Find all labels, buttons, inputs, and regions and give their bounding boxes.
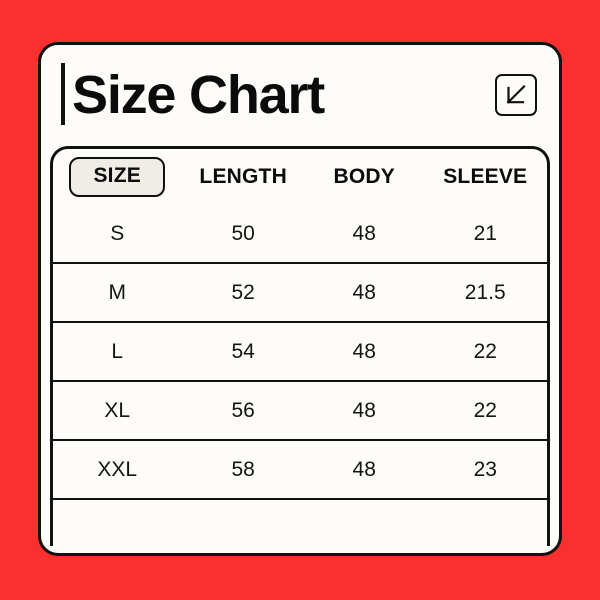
cell-sleeve: 22: [423, 380, 547, 440]
cell-sleeve: 23: [423, 439, 547, 500]
cell-size: XXL: [53, 439, 182, 500]
cell-sleeve: 21.5: [423, 262, 547, 322]
cell-length: 58: [181, 439, 305, 500]
cell-body: 48: [304, 262, 424, 322]
table-row: M 52 48 21.5: [53, 262, 547, 322]
page-title: Size Chart: [72, 65, 325, 125]
table-row: XXL 58 48 23: [53, 439, 547, 500]
cell-body: 48: [304, 439, 424, 500]
size-column-pill: SIZE: [69, 157, 166, 197]
cell-body: 48: [304, 380, 424, 440]
column-header-size: SIZE: [53, 149, 181, 205]
cell-sleeve: 22: [423, 321, 547, 381]
arrow-down-left-icon[interactable]: [495, 74, 537, 116]
website-url[interactable]: www.marvellabd.com: [50, 546, 550, 553]
column-header-sleeve: SLEEVE: [443, 165, 528, 188]
cell-body: 48: [304, 321, 424, 381]
title-accent-bar: [61, 63, 65, 125]
size-chart-card: Size Chart: [38, 42, 562, 556]
cell-body: 48: [352, 221, 376, 245]
cell-length: 56: [181, 380, 305, 440]
cell-length: 52: [181, 262, 305, 322]
cell-size: M: [53, 262, 182, 322]
column-header-body: BODY: [333, 165, 395, 188]
cell-size: XL: [53, 380, 182, 440]
size-table: SIZE LENGTH BODY SLEEVE S 50 48 21: [53, 149, 547, 500]
cell-size: S: [110, 221, 125, 245]
cell-length: 54: [181, 321, 305, 381]
title-group: Size Chart: [61, 63, 495, 127]
cell-size: L: [53, 321, 182, 381]
table-row: XL 56 48 22: [53, 380, 547, 440]
table-row: S 50 48 21: [53, 205, 547, 263]
title-bar: Size Chart: [41, 45, 559, 145]
cell-sleeve: 21: [473, 221, 497, 245]
table-header-row: SIZE LENGTH BODY SLEEVE: [53, 149, 547, 205]
table-header: SIZE LENGTH BODY SLEEVE: [53, 149, 547, 205]
table-body: S 50 48 21 M 52 48 21.5 L 54 48: [53, 205, 547, 500]
table-row: L 54 48 22: [53, 321, 547, 381]
size-table-panel: SIZE LENGTH BODY SLEEVE S 50 48 21: [50, 146, 550, 546]
cell-length: 50: [231, 221, 255, 245]
column-header-length: LENGTH: [199, 165, 287, 188]
